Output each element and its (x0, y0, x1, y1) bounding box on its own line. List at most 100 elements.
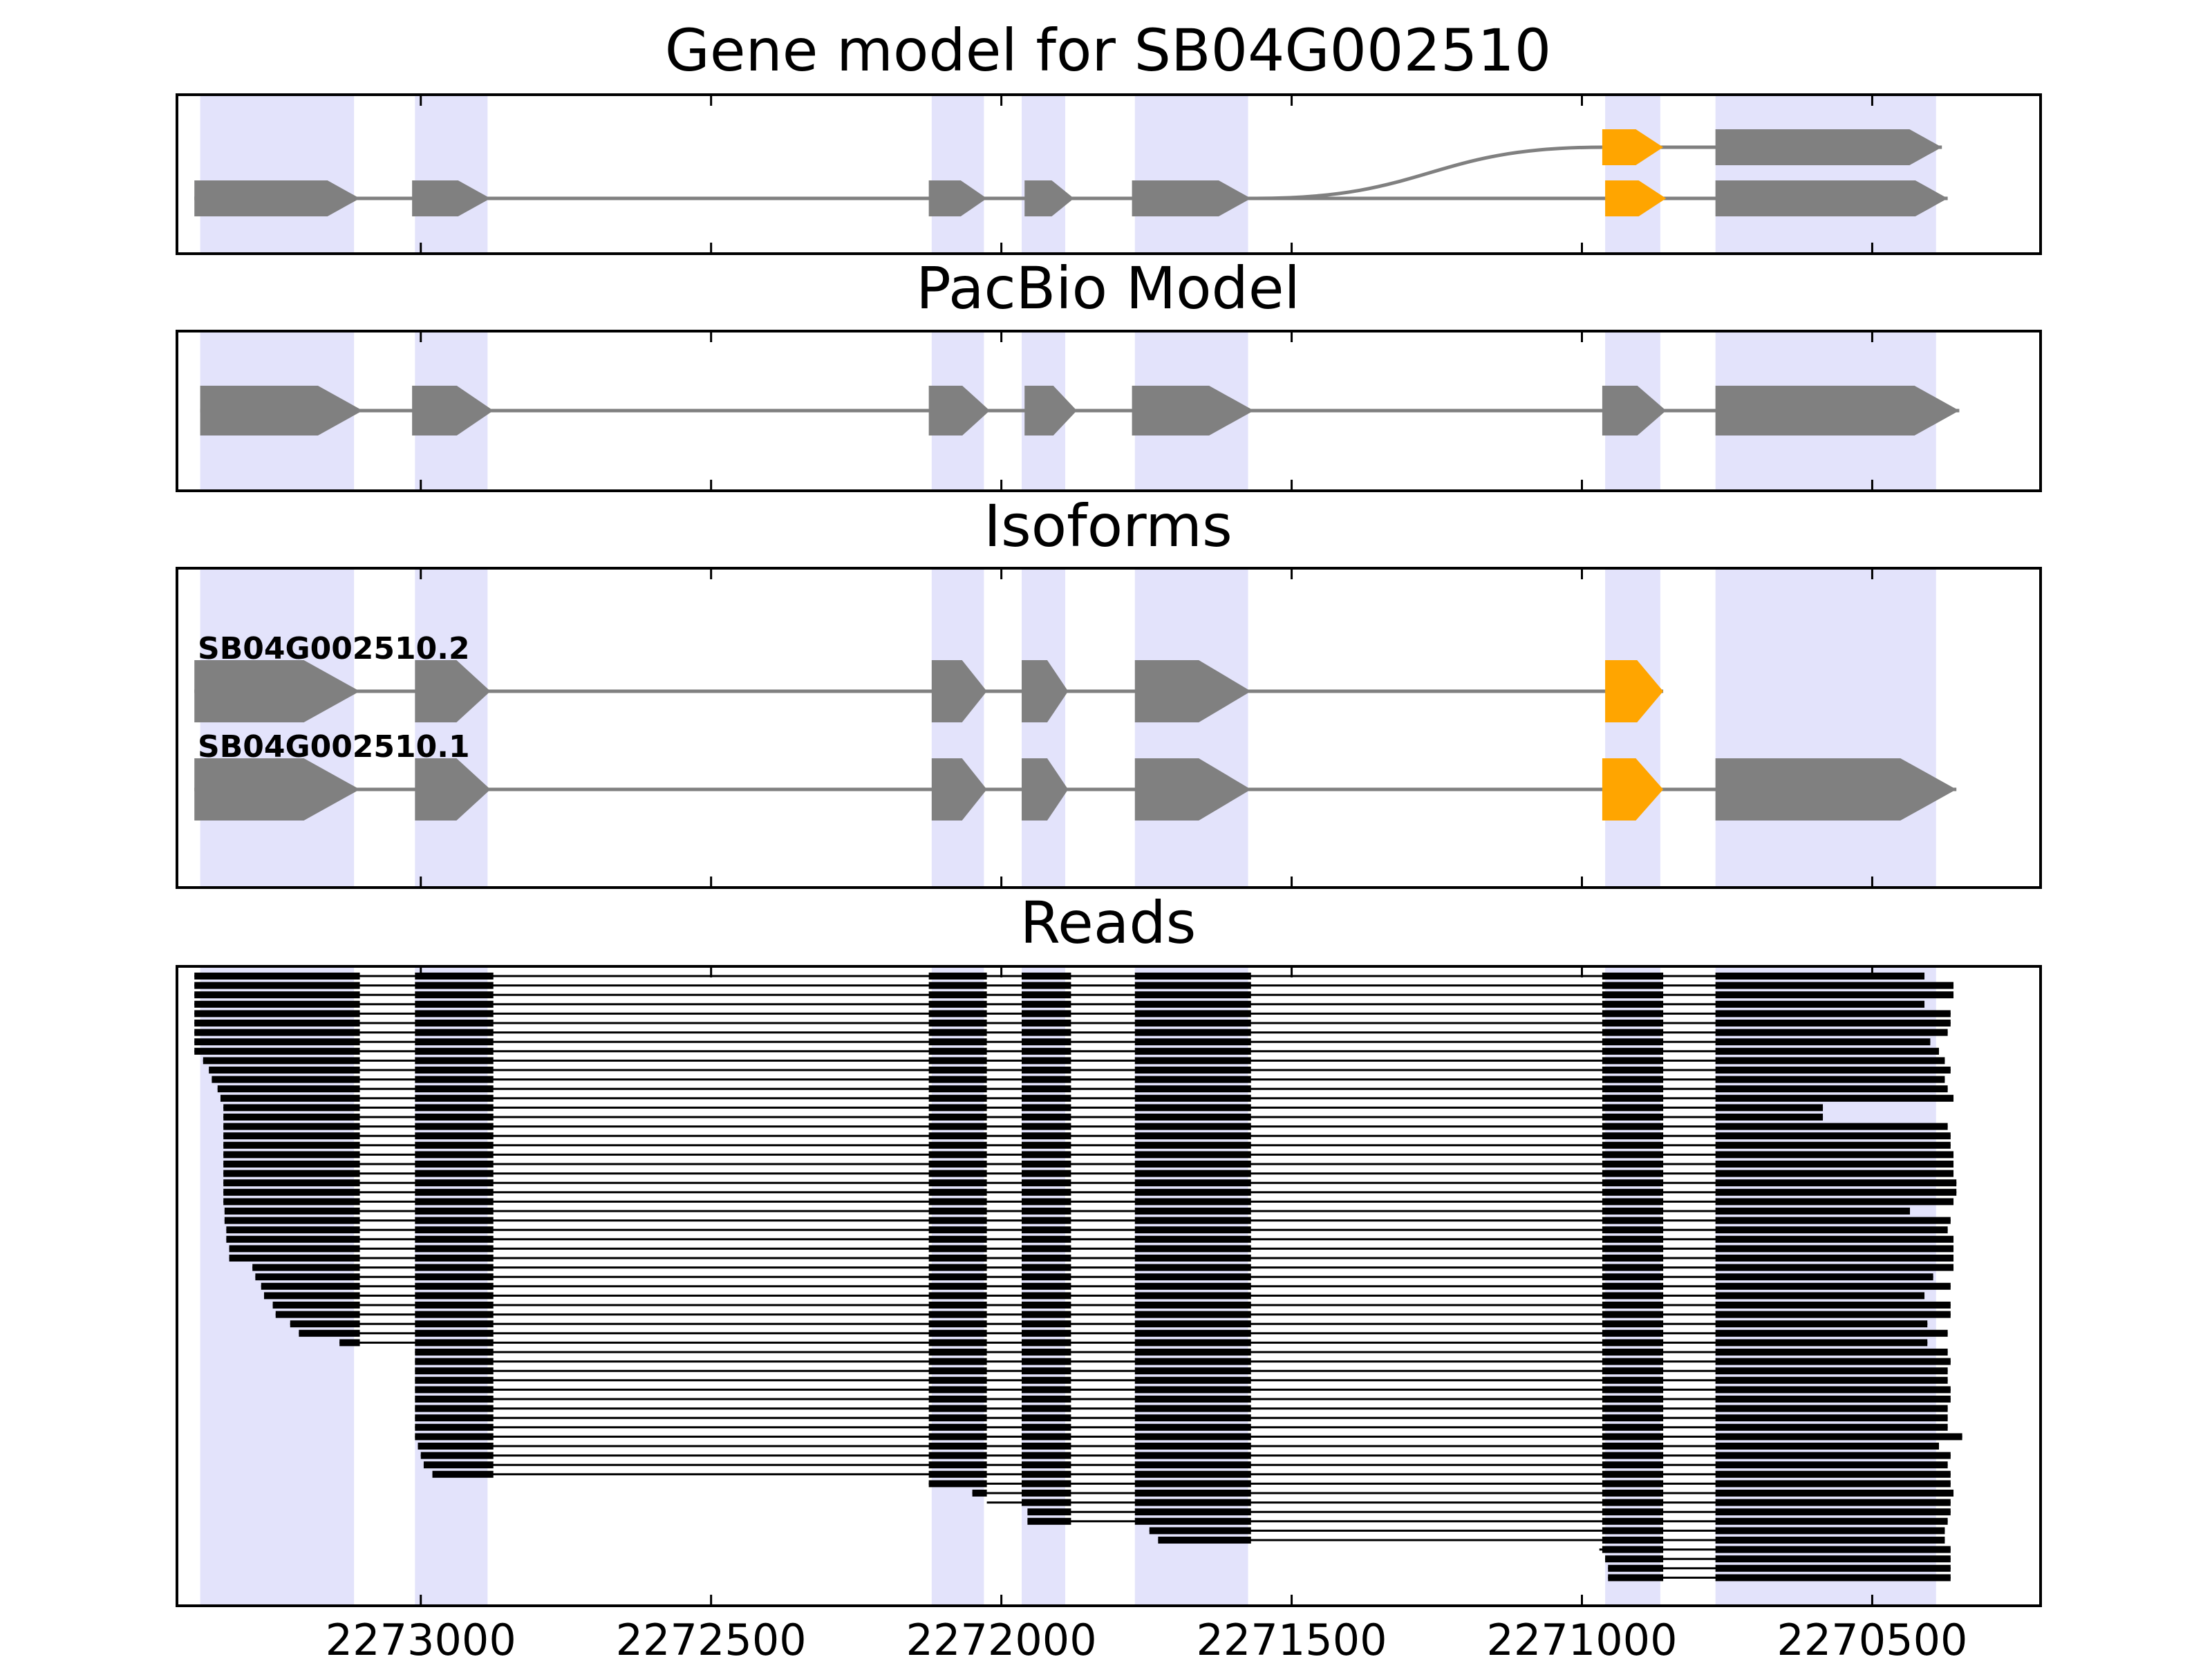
read-block (415, 1255, 494, 1262)
read-block (1022, 1226, 1071, 1234)
read-block (415, 1226, 494, 1234)
read-block (928, 1208, 987, 1215)
read-block (928, 1358, 987, 1365)
read-block (415, 1132, 494, 1140)
read-block (415, 1376, 494, 1384)
read-block (1715, 1217, 1951, 1224)
read-block (1602, 1255, 1664, 1262)
read-block (928, 1235, 987, 1243)
read-block (1715, 1057, 1945, 1065)
exon-arrow (928, 386, 990, 435)
read-block (263, 1292, 360, 1300)
isoform-label: SB04G002510.2 (198, 631, 470, 666)
exon-arrow (1602, 758, 1664, 821)
read-block (415, 991, 494, 999)
read-block (928, 1057, 987, 1065)
read-block (1134, 1047, 1251, 1055)
read-block (928, 1329, 987, 1337)
read-block (1715, 1564, 1951, 1572)
read-block (1022, 1198, 1071, 1206)
read-block (1134, 1076, 1251, 1083)
exon-arrow (1132, 386, 1254, 435)
read-block (1022, 1170, 1071, 1177)
read-block (1715, 1123, 1948, 1130)
read-block (1022, 1311, 1071, 1318)
exon-arrow (928, 180, 987, 216)
read-block (1134, 1349, 1251, 1356)
read-block (928, 1443, 987, 1450)
read-block (217, 1085, 360, 1093)
pacbio-model-panel: PacBio Model (176, 254, 2042, 492)
read-block (1134, 1057, 1251, 1065)
read-block (1134, 1339, 1251, 1347)
read-block (415, 1423, 494, 1431)
read-block (1022, 1047, 1071, 1055)
read-block (1715, 1461, 1948, 1469)
read-block (1602, 1508, 1664, 1516)
read-block (928, 1282, 987, 1290)
read-block (928, 1349, 987, 1356)
read-block (1134, 1490, 1251, 1497)
read-block (928, 1094, 987, 1102)
read-block (1134, 1302, 1251, 1309)
read-block (1134, 1405, 1251, 1412)
read-block (1134, 1114, 1251, 1121)
read-block (1022, 1245, 1071, 1253)
read-block (415, 1188, 494, 1196)
read-block (928, 1217, 987, 1224)
read-block (1602, 1367, 1664, 1375)
read-block (1134, 1358, 1251, 1365)
read-block (1602, 1499, 1664, 1506)
read-block (223, 1170, 360, 1177)
read-block (1715, 1339, 1928, 1347)
read-block (224, 1208, 360, 1215)
exon-arrow (415, 660, 491, 722)
exon-band (1134, 95, 1248, 254)
read-block (415, 1208, 494, 1215)
read-block (1134, 1029, 1251, 1036)
read-block (1608, 1574, 1664, 1582)
read-block (1134, 1208, 1251, 1215)
read-block (928, 1302, 987, 1309)
read-block (1022, 1217, 1071, 1224)
read-block (194, 1047, 360, 1055)
read-block (928, 1461, 987, 1469)
read-block (928, 1076, 987, 1083)
read-block (261, 1282, 360, 1290)
read-block (1715, 1235, 1954, 1243)
read-block (1715, 1114, 1824, 1121)
x-tick-label: 2273000 (326, 1615, 516, 1659)
read-block (1022, 982, 1071, 989)
read-block (1027, 1517, 1071, 1525)
read-block (1602, 1217, 1664, 1224)
read-block (928, 1273, 987, 1281)
read-block (194, 982, 360, 989)
read-block (1134, 1067, 1251, 1074)
read-block (1715, 1574, 1951, 1582)
read-block (1022, 1161, 1071, 1168)
read-block (1602, 1010, 1664, 1018)
read-block (1715, 1264, 1954, 1271)
read-block (1134, 1470, 1251, 1478)
read-block (1022, 1302, 1071, 1309)
read-block (1602, 1076, 1664, 1083)
read-block (1134, 1141, 1251, 1149)
read-block (1022, 1282, 1071, 1290)
read-block (223, 1141, 360, 1149)
read-block (928, 1423, 987, 1431)
read-block (415, 1170, 494, 1177)
read-block (223, 1179, 360, 1187)
read-block (415, 1123, 494, 1130)
read-block (1022, 1376, 1071, 1384)
read-block (1602, 1235, 1664, 1243)
read-block (1134, 991, 1251, 999)
exon-band (415, 568, 488, 888)
read-block (1715, 1038, 1931, 1046)
exon-band (1022, 568, 1066, 888)
read-block (415, 1282, 494, 1290)
read-block (928, 1161, 987, 1168)
read-block (1022, 1386, 1071, 1394)
read-block (1134, 1010, 1251, 1018)
read-block (1602, 1245, 1664, 1253)
read-block (1602, 1546, 1664, 1553)
